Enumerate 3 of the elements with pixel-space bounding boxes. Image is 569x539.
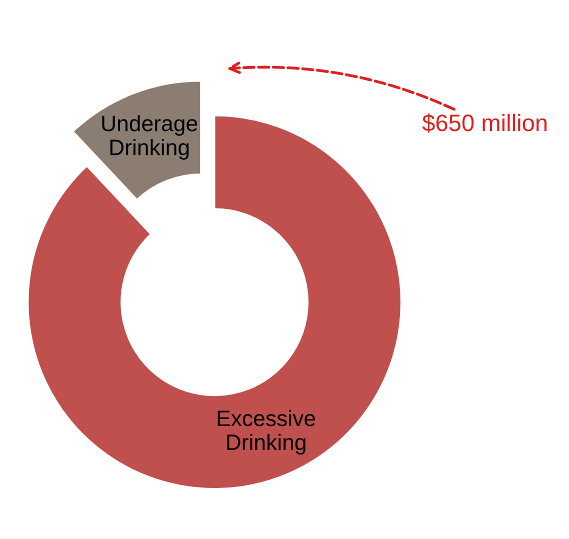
text: $650 million xyxy=(422,114,547,133)
slice-label: Excessive Drinking xyxy=(218,410,316,455)
slice-label: Underage Drinking xyxy=(102,115,198,160)
